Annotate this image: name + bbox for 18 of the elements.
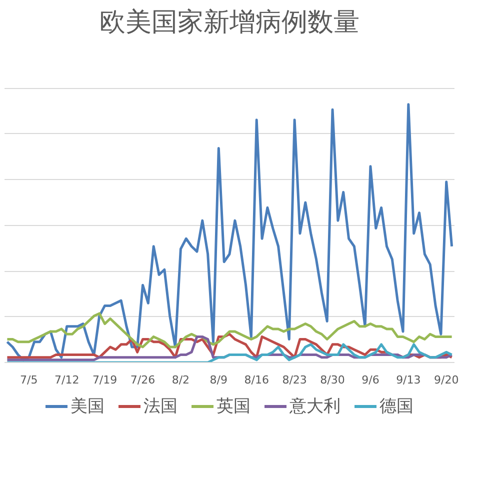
chart-title: 欧美国家新增病例数量: [100, 8, 360, 38]
x-tick-label: 8/23: [282, 374, 307, 386]
x-tick-label: 7/5: [20, 374, 38, 386]
x-tick-label: 9/13: [396, 374, 421, 386]
x-tick-label: 8/2: [172, 374, 190, 386]
legend-label: 意大利: [288, 396, 340, 416]
legend-label: 德国: [380, 396, 414, 416]
legend-label: 英国: [216, 396, 250, 416]
x-tick-label: 7/12: [54, 374, 80, 386]
x-tick-label: 8/30: [320, 374, 345, 386]
legend-label: 美国: [70, 396, 104, 416]
x-tick-label: 9/6: [362, 374, 380, 386]
x-tick-label: 8/9: [210, 374, 228, 386]
x-tick-label: 7/19: [92, 374, 118, 386]
x-tick-label: 8/16: [244, 374, 269, 386]
x-tick-label: 7/26: [130, 374, 156, 386]
x-tick-label: 9/20: [434, 374, 459, 386]
legend-label: 法国: [144, 396, 178, 416]
